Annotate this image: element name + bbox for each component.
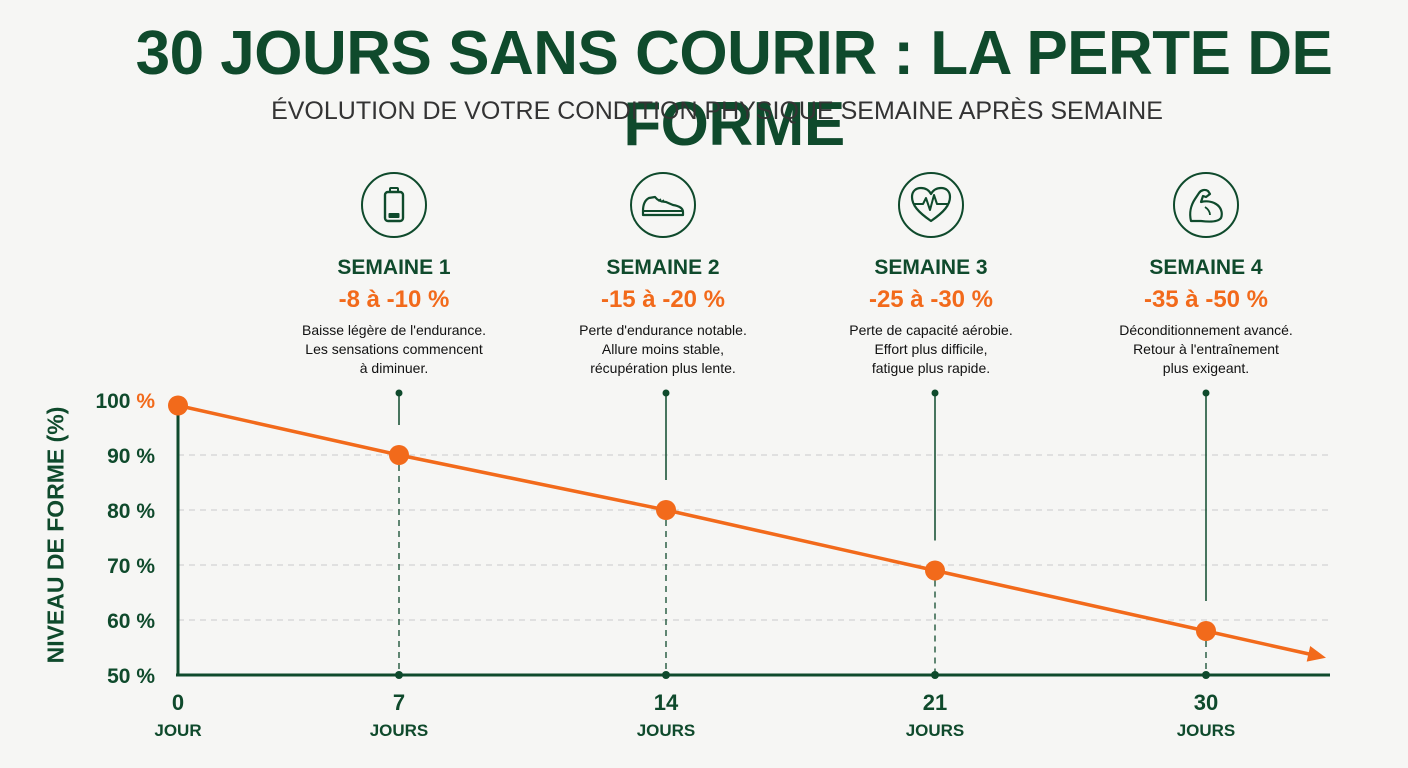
data-point: [656, 500, 676, 520]
week-4-desc-line: plus exigeant.: [1162, 360, 1250, 376]
x-tick-label: 7: [393, 690, 405, 715]
week-3-description: Perte de capacité aérobie. Effort plus d…: [801, 321, 1061, 378]
week-2-desc-line: récupération plus lente.: [590, 360, 736, 376]
data-point: [925, 560, 945, 581]
heart-pulse-icon: [898, 172, 964, 238]
week-2-card: SEMAINE 2 -15 à -20 % Perte d'endurance …: [533, 172, 793, 378]
week-3-desc-line: Perte de capacité aérobie.: [849, 322, 1013, 338]
y-tick-label: 70 %: [107, 555, 155, 578]
x-axis-dot: [1202, 671, 1210, 679]
data-point: [389, 445, 409, 465]
x-axis-dot: [395, 671, 403, 679]
week-3-desc-line: Effort plus difficile,: [874, 341, 988, 357]
week-3-label: SEMAINE 3: [874, 256, 988, 279]
week-2-label: SEMAINE 2: [606, 256, 720, 279]
chart-subtitle: ÉVOLUTION DE VOTRE CONDITION PHYSIQUE SE…: [271, 97, 1163, 125]
week-2-desc-line: Allure moins stable,: [601, 341, 725, 357]
week-3-range: -25 à -30 %: [868, 286, 994, 313]
x-tick-label: 30: [1194, 690, 1218, 715]
week-3-card: SEMAINE 3 -25 à -30 % Perte de capacité …: [801, 172, 1061, 378]
week-2-desc-line: Perte d'endurance notable.: [579, 322, 747, 338]
week-1-range: -8 à -10 %: [338, 286, 450, 313]
chart-title: 30 JOURS SANS COURIR : LA PERTE DE FORME: [135, 19, 1333, 159]
x-tick-unit: JOURS: [906, 721, 965, 740]
week-1-description: Baisse légère de l'endurance. Les sensat…: [264, 321, 524, 378]
y-tick-label: 80 %: [107, 500, 155, 523]
week-4-desc-line: Déconditionnement avancé.: [1119, 322, 1293, 338]
series-line: [177, 403, 1319, 658]
week-1-desc-line: à diminuer.: [359, 360, 429, 376]
data-point: [1196, 621, 1216, 641]
week-4-description: Déconditionnement avancé. Retour à l'ent…: [1076, 321, 1336, 378]
y-tick-label: 60 %: [107, 610, 155, 633]
week-2-range: -15 à -20 %: [600, 286, 726, 313]
x-tick-label: 21: [923, 690, 947, 715]
x-tick-unit: JOURS: [637, 721, 696, 740]
week-4-desc-line: Retour à l'entraînement: [1133, 341, 1279, 357]
x-tick-label: 14: [654, 690, 679, 715]
week-4-label: SEMAINE 4: [1149, 256, 1263, 279]
y-tick-label: 90 %: [107, 445, 155, 468]
y-tick-label: 100 %: [95, 390, 155, 413]
x-tick-label: 0: [172, 690, 184, 715]
data-point: [168, 395, 188, 416]
week-1-desc-line: Les sensations commencent: [305, 341, 483, 357]
x-tick-unit: JOURS: [370, 721, 429, 740]
battery-icon: [361, 172, 427, 238]
x-axis-dot: [662, 671, 670, 679]
flexed-arm-icon: [1173, 172, 1239, 238]
week-3-desc-line: fatigue plus rapide.: [871, 360, 991, 376]
week-1-desc-line: Baisse légère de l'endurance.: [301, 322, 487, 338]
y-tick-label: 50 %: [107, 665, 155, 688]
week-1-card: SEMAINE 1 -8 à -10 % Baisse légère de l'…: [264, 172, 524, 378]
trend-arrowhead: [1306, 646, 1326, 662]
week-4-range: -35 à -50 %: [1143, 286, 1269, 313]
week-2-description: Perte d'endurance notable. Allure moins …: [533, 321, 793, 378]
x-axis-dot: [931, 671, 939, 679]
x-tick-unit: JOURS: [1177, 721, 1236, 740]
x-tick-unit: JOUR: [154, 721, 201, 740]
week-1-label: SEMAINE 1: [337, 256, 451, 279]
running-shoe-icon: [630, 172, 696, 238]
week-4-card: SEMAINE 4 -35 à -50 % Déconditionnement …: [1076, 172, 1336, 378]
